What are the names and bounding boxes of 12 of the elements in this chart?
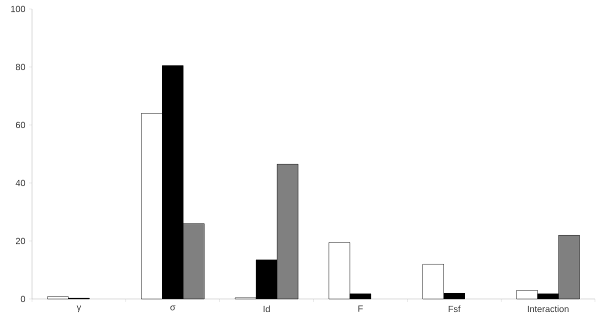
x-tick-label: σ (170, 306, 176, 310)
x-tick-label: Fsf (448, 306, 461, 312)
y-tick-label: 0 (20, 296, 26, 302)
x-tick-label: F (358, 306, 363, 312)
y-tick-label: 80 (16, 64, 26, 70)
x-tick-label: γ (76, 306, 82, 312)
y-tick-label: 100 (11, 6, 26, 12)
x-tick-label: Interaction (528, 306, 568, 312)
y-tick-label: 20 (16, 238, 26, 244)
y-tick-label: 40 (16, 180, 26, 186)
y-tick-label: 60 (16, 122, 26, 128)
x-tick-label: Id (264, 306, 270, 312)
